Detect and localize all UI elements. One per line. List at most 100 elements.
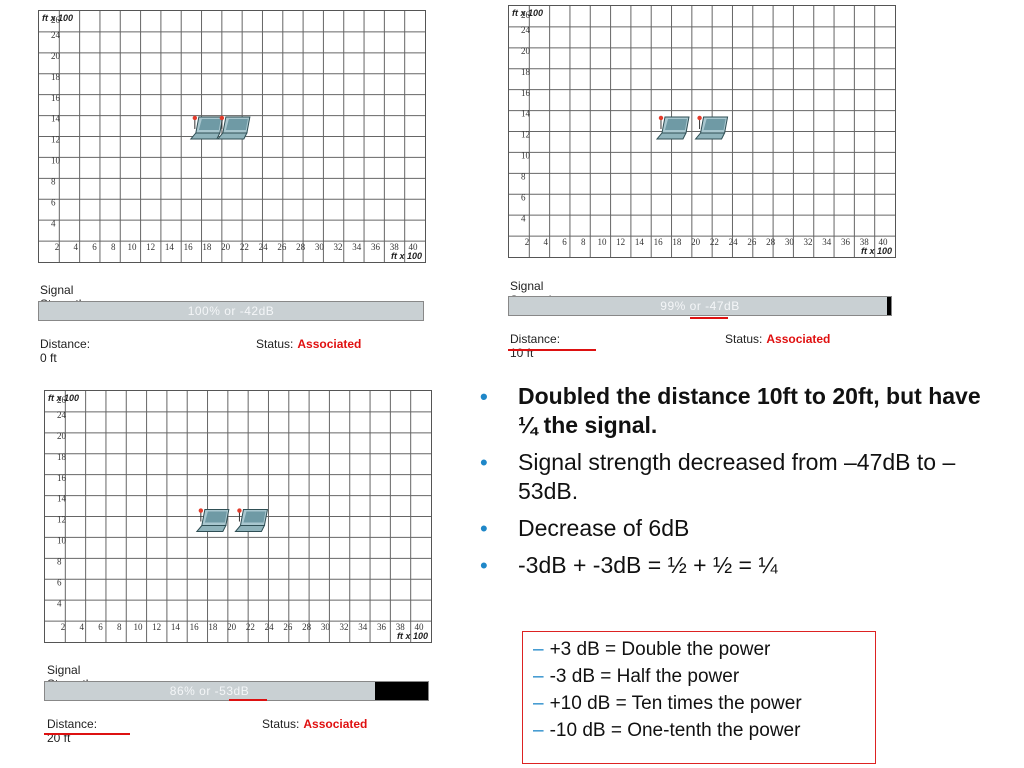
x-tick-label: 20 [227, 622, 237, 632]
db-rule-text: -10 dB = One-tenth the power [549, 720, 801, 741]
bullet-text: -3dB + -3dB = ½ + ½ = ¼ [518, 552, 778, 578]
coverage-grid: 26 24 20 18 16 14 12 10 8 6 4 2 4 6 8 10 12 14 16 18 20 22 24 2… [38, 10, 426, 263]
x-tick-label: 20 [221, 242, 231, 252]
y-tick-label: 8 [521, 171, 526, 181]
db-rule-text: -3 dB = Half the power [549, 666, 740, 687]
antenna-icon [697, 115, 702, 121]
y-tick-label: 24 [521, 25, 531, 35]
x-tick-label: 14 [635, 237, 645, 247]
x-tick-label: 8 [117, 622, 122, 632]
signal-loss-fill [375, 682, 428, 700]
status-label: Status: [725, 332, 763, 346]
x-tick-label: 28 [766, 237, 776, 247]
y-tick-label: 10 [51, 156, 61, 166]
y-tick-label: 16 [51, 93, 61, 103]
signal-strength-readout: 99% or -47dB [509, 299, 891, 313]
x-tick-label: 26 [747, 237, 757, 247]
signal-or: or [689, 299, 702, 313]
distance-value: 0 ft [40, 351, 57, 365]
y-tick-label: 12 [57, 515, 66, 525]
bullet-list: • Doubled the distance 10ft to 20ft, but … [476, 382, 996, 588]
distance-readout: Distance: 10 ft [510, 332, 560, 360]
y-tick-label: 20 [57, 431, 67, 441]
y-tick-label: 6 [521, 192, 526, 202]
y-tick-label: 4 [57, 598, 62, 608]
x-tick-label: 4 [79, 622, 84, 632]
x-tick-label: 12 [146, 242, 155, 252]
db-rule: – +3 dB = Double the power [533, 636, 865, 663]
coverage-grid: 26 24 20 18 16 14 12 10 8 6 4 2 4 6 8 10 12 14 16 18 20 22 24 2… [44, 390, 432, 643]
y-tick-label: 18 [57, 452, 67, 462]
signal-db: -53dB [214, 684, 250, 698]
y-tick-label: 14 [51, 114, 61, 124]
x-tick-label: 36 [841, 237, 851, 247]
y-tick-label: 24 [57, 410, 67, 420]
x-tick-label: 34 [822, 237, 832, 247]
x-tick-label: 22 [240, 242, 249, 252]
x-tick-label: 38 [390, 242, 400, 252]
y-tick-label: 12 [521, 130, 530, 140]
x-tick-label: 20 [691, 237, 701, 247]
y-tick-label: 26 [51, 15, 61, 25]
distance-readout: Distance: 20 ft [47, 717, 97, 745]
signal-percent: 100% [187, 304, 221, 318]
x-tick-label: 10 [127, 242, 136, 252]
x-tick-label: 14 [171, 622, 181, 632]
x-tick-label: 30 [315, 242, 325, 252]
y-tick-label: 26 [521, 10, 531, 20]
status-value: Associated [766, 332, 831, 346]
bullet-item: • Signal strength decreased from –47dB to… [476, 448, 996, 506]
x-tick-label: 26 [277, 242, 287, 252]
laptop-icon [189, 115, 224, 140]
y-tick-label: 14 [521, 109, 531, 119]
signal-strength-bar: 100% or -42dB [38, 301, 424, 321]
x-axis-title: ft x 100 [397, 631, 428, 641]
x-tick-label: 16 [184, 242, 194, 252]
bullet-dot-icon: • [480, 516, 488, 541]
y-tick-label: 10 [57, 536, 67, 546]
antenna-icon [198, 508, 204, 513]
y-tick-label: 16 [521, 88, 531, 98]
distance-label: Distance: [47, 717, 98, 731]
x-tick-label: 32 [804, 237, 813, 247]
signal-strength-readout: 86% or -53dB [45, 684, 374, 698]
x-tick-label: 24 [729, 237, 739, 247]
antenna-icon [219, 115, 225, 121]
x-tick-label: 6 [562, 237, 567, 247]
status-readout: Status: Associated [256, 337, 361, 351]
status-value: Associated [303, 717, 368, 731]
x-tick-label: 24 [259, 242, 269, 252]
db-rule-text: +10 dB = Ten times the power [549, 693, 802, 714]
signal-db: -47dB [705, 299, 740, 313]
y-tick-label: 10 [521, 151, 531, 161]
status-readout: Status: Associated [725, 332, 830, 346]
x-tick-label: 32 [334, 242, 343, 252]
y-axis-title: ft x 100 [512, 8, 543, 18]
status-label: Status: [262, 717, 300, 731]
signal-or: or [224, 304, 236, 318]
x-tick-label: 40 [415, 622, 425, 632]
x-tick-label: 18 [672, 237, 682, 247]
x-tick-label: 2 [55, 242, 60, 252]
db-rule: – -10 dB = One-tenth the power [533, 717, 865, 744]
bullet-dot-icon: • [480, 450, 488, 475]
distance-highlight-underline [508, 349, 596, 351]
x-tick-label: 28 [302, 622, 312, 632]
y-tick-label: 16 [57, 473, 67, 483]
db-rule: – +10 dB = Ten times the power [533, 690, 865, 717]
y-tick-label: 12 [51, 135, 60, 145]
db-highlight-underline [229, 699, 267, 701]
x-tick-label: 24 [265, 622, 275, 632]
y-tick-label: 20 [521, 46, 531, 56]
y-tick-label: 6 [51, 197, 56, 207]
dash-icon: – [533, 639, 544, 660]
x-tick-label: 36 [371, 242, 381, 252]
laptop-icon [195, 508, 230, 533]
laptop-icon [655, 115, 690, 140]
y-tick-label: 4 [521, 213, 526, 223]
y-tick-label: 18 [51, 72, 61, 82]
db-rule: – -3 dB = Half the power [533, 663, 865, 690]
bullet-dot-icon: • [480, 553, 488, 578]
bullet-item: • Doubled the distance 10ft to 20ft, but … [476, 382, 996, 440]
